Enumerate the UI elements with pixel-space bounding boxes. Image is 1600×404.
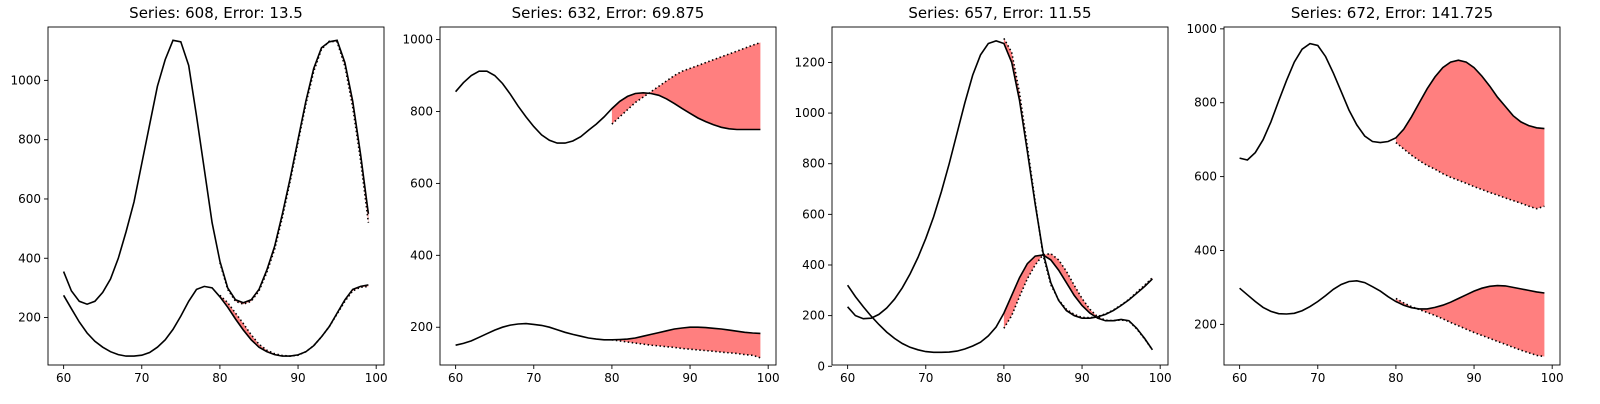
x-tick-label: 60: [840, 371, 855, 385]
x-tick-label: 80: [996, 371, 1011, 385]
y-tick-label: 600: [18, 192, 41, 206]
y-tick-label: 1000: [10, 73, 41, 87]
axes-frame: [831, 26, 1169, 366]
y-tick-label: 800: [1194, 96, 1217, 110]
x-tick-label: 90: [682, 371, 697, 385]
y-tick-label: 400: [410, 248, 433, 262]
forecast-series-line: [1003, 252, 1154, 351]
x-tick-label: 80: [212, 371, 227, 385]
error-area: [611, 327, 761, 358]
y-tick-label: 800: [410, 105, 433, 119]
x-tick-label: 60: [448, 371, 463, 385]
axes-frame: [1223, 26, 1561, 366]
y-tick-label: 200: [802, 309, 825, 323]
x-tick-label: 90: [1466, 371, 1481, 385]
actual-series-line: [847, 40, 1153, 320]
y-tick-label: 0: [817, 359, 825, 373]
forecast-series-line: [611, 41, 761, 125]
y-tick-label: 600: [410, 176, 433, 190]
forecast-series-line: [219, 40, 370, 306]
y-tick-label: 200: [410, 320, 433, 334]
x-tick-label: 70: [918, 371, 933, 385]
y-tick-label: 200: [1194, 317, 1217, 331]
y-tick-label: 1000: [1186, 22, 1217, 36]
actual-series-line: [62, 39, 370, 306]
y-tick-label: 1000: [794, 106, 825, 120]
forecast-series-line: [219, 285, 369, 357]
x-tick-label: 90: [1074, 371, 1089, 385]
chart-panel: Series: 672, Error: 141.725 60 70 80 90 100 20…: [1186, 4, 1563, 385]
x-tick-label: 100: [757, 371, 780, 385]
actual-series-line: [846, 254, 1154, 354]
y-tick-label: 200: [18, 311, 41, 325]
x-tick-label: 90: [290, 371, 305, 385]
x-tick-label: 70: [1310, 371, 1325, 385]
x-tick-label: 60: [1232, 371, 1247, 385]
y-tick-label: 800: [802, 157, 825, 171]
x-tick-label: 100: [365, 371, 388, 385]
y-tick-label: 1200: [794, 55, 825, 69]
chart-title: Series: 608, Error: 13.5: [129, 4, 303, 22]
actual-series-line: [454, 70, 761, 144]
chart-title: Series: 657, Error: 11.55: [908, 4, 1091, 22]
x-tick-label: 100: [1541, 371, 1564, 385]
forecast-series-line: [1003, 38, 1153, 319]
error-area: [1395, 285, 1545, 357]
y-tick-label: 600: [802, 207, 825, 221]
error-area: [219, 284, 369, 357]
axes-frame: [439, 26, 777, 366]
axes-frame: [47, 26, 385, 366]
y-tick-label: 1000: [402, 33, 433, 47]
forecast-series-line: [611, 339, 761, 359]
actual-series-line: [62, 284, 369, 357]
y-tick-label: 600: [1194, 170, 1217, 184]
x-tick-label: 70: [526, 371, 541, 385]
error-area: [611, 42, 761, 130]
actual-series-line: [1239, 42, 1545, 161]
y-tick-label: 400: [1194, 243, 1217, 257]
chart-panel: Series: 632, Error: 69.875 60 70 80 90 100 200…: [402, 4, 779, 385]
x-tick-label: 100: [1149, 371, 1172, 385]
x-tick-label: 80: [1388, 371, 1403, 385]
error-area: [1395, 60, 1545, 209]
y-tick-label: 800: [18, 133, 41, 147]
forecast-series-line: [1395, 297, 1545, 358]
chart-panel: Series: 608, Error: 13.5 60 70 80 90 100 200 40…: [10, 4, 387, 385]
x-tick-label: 80: [604, 371, 619, 385]
chart-title: Series: 672, Error: 141.725: [1291, 4, 1493, 22]
chart-title: Series: 632, Error: 69.875: [512, 4, 705, 22]
actual-series-line: [1239, 279, 1545, 315]
x-tick-label: 60: [56, 371, 71, 385]
x-tick-label: 70: [134, 371, 149, 385]
y-tick-label: 400: [18, 251, 41, 265]
y-tick-label: 400: [802, 258, 825, 272]
actual-series-line: [455, 322, 761, 346]
error-area: [219, 40, 369, 305]
